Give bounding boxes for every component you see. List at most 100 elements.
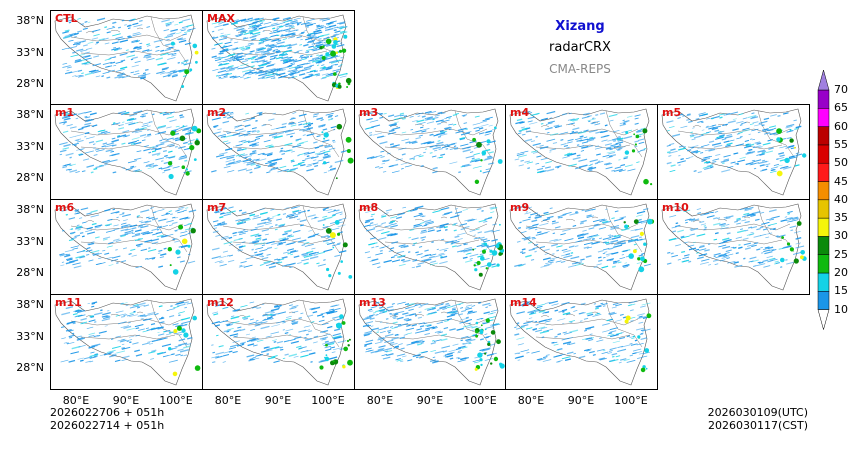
echo-streak (315, 251, 319, 254)
echo-streak (478, 127, 484, 130)
echo-streak (313, 113, 319, 116)
echo-streak (744, 247, 751, 250)
convective-cell (347, 344, 350, 347)
echo-streak (153, 39, 163, 43)
echo-streak (598, 226, 607, 230)
echo-streak (732, 128, 739, 131)
echo-streak (391, 336, 399, 341)
echo-streak (230, 55, 239, 59)
echo-streak (316, 135, 321, 138)
echo-streak (275, 224, 278, 226)
echo-streak (63, 112, 72, 116)
echo-streak (68, 39, 74, 42)
echo-streak (292, 112, 297, 114)
echo-streak (517, 132, 522, 135)
echo-streak (290, 74, 294, 76)
echo-streak (291, 322, 298, 325)
convective-cell (342, 365, 346, 369)
echo-streak (290, 19, 298, 24)
echo-streak (712, 259, 719, 262)
echo-streak (557, 348, 563, 351)
echo-streak (68, 21, 72, 24)
echo-streak (724, 252, 730, 255)
echo-streak (284, 230, 292, 234)
echo-streak (231, 315, 235, 317)
echo-streak (234, 76, 238, 78)
convective-cell (192, 43, 198, 49)
echo-streak (143, 55, 152, 59)
echo-streak (60, 359, 69, 363)
echo-streak (104, 223, 112, 227)
echo-streak (131, 64, 139, 68)
echo-streak (588, 120, 591, 123)
echo-streak (536, 155, 542, 158)
echo-streak (308, 330, 313, 333)
convective-cell (474, 268, 478, 272)
echo-streak (254, 166, 261, 170)
echo-streak (223, 306, 229, 309)
convective-cell (337, 232, 341, 236)
echo-streak (749, 123, 754, 125)
convective-cell (189, 68, 193, 72)
echo-streak (567, 118, 575, 121)
echo-streak (265, 68, 274, 72)
echo-streak (135, 169, 142, 173)
echo-streak (390, 124, 397, 127)
echo-streak (624, 164, 633, 168)
echo-streak (473, 237, 481, 240)
echo-streak (404, 165, 412, 168)
echo-streak (592, 354, 596, 356)
echo-streak (432, 356, 436, 358)
convective-cell (172, 269, 179, 275)
echo-streak (744, 229, 749, 232)
echo-streak (90, 209, 98, 213)
echo-streak (94, 148, 100, 151)
echo-streak (588, 234, 599, 238)
echo-streak (754, 141, 761, 144)
echo-streak (77, 18, 81, 20)
convective-cell (624, 224, 629, 229)
echo-streak (118, 76, 125, 79)
echo-streak (328, 22, 332, 25)
echo-streak (465, 259, 473, 263)
echo-streak (279, 224, 286, 227)
echo-streak (77, 357, 84, 360)
echo-streak (705, 125, 714, 129)
echo-streak (712, 158, 720, 161)
echo-streak (753, 235, 762, 238)
echo-streak (106, 349, 116, 353)
echo-streak (601, 302, 608, 306)
echo-streak (617, 136, 621, 138)
echo-streak (586, 129, 589, 132)
echo-streak (225, 147, 233, 151)
echo-streak (309, 307, 316, 310)
echo-streak (84, 63, 92, 66)
echo-streak (744, 145, 752, 149)
echo-streak (316, 25, 325, 28)
echo-streak (251, 38, 257, 41)
echo-streak (746, 151, 751, 154)
echo-streak (689, 145, 699, 149)
echo-streak (314, 152, 321, 155)
echo-streak (726, 139, 735, 143)
echo-streak (609, 235, 614, 238)
echo-streak (377, 327, 387, 331)
echo-streak (713, 238, 718, 241)
echo-streak (226, 113, 234, 116)
echo-streak (221, 235, 229, 239)
echo-streak (489, 156, 494, 159)
echo-streak (711, 127, 719, 131)
echo-streak (687, 149, 692, 152)
echo-streak (291, 33, 296, 36)
echo-streak (74, 36, 77, 38)
echo-streak (742, 129, 751, 133)
echo-streak (535, 163, 540, 165)
echo-streak (276, 27, 280, 30)
convective-cell (793, 258, 799, 264)
convective-cell (175, 249, 181, 255)
echo-streak (317, 263, 326, 267)
echo-streak (132, 22, 139, 26)
echo-streak (278, 224, 285, 228)
echo-streak (121, 226, 124, 229)
echo-streak (750, 162, 760, 166)
